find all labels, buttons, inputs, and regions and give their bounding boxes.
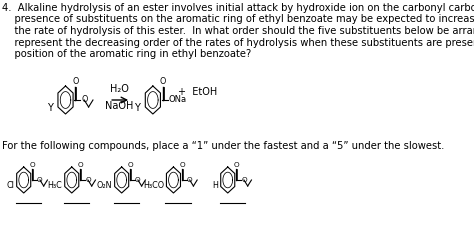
Text: O: O bbox=[78, 162, 83, 168]
Text: O: O bbox=[160, 77, 166, 86]
Text: O: O bbox=[241, 177, 247, 183]
Text: presence of substituents on the aromatic ring of ethyl benzoate may be expected : presence of substituents on the aromatic… bbox=[2, 14, 474, 25]
Text: Y: Y bbox=[47, 103, 53, 113]
Text: O: O bbox=[128, 162, 134, 168]
Text: Cl: Cl bbox=[7, 182, 14, 190]
Text: the rate of hydrolysis of this ester.  In what order should the five substituent: the rate of hydrolysis of this ester. In… bbox=[2, 26, 474, 36]
Text: O: O bbox=[234, 162, 239, 168]
Text: represent the decreasing order of the rates of hydrolysis when these substituent: represent the decreasing order of the ra… bbox=[2, 37, 474, 48]
Text: O₂N: O₂N bbox=[97, 182, 112, 190]
Text: O: O bbox=[187, 177, 192, 183]
Text: O: O bbox=[180, 162, 185, 168]
Text: H₃C: H₃C bbox=[48, 182, 63, 190]
Text: For the following compounds, place a “1” under the fastest and a “5” under the s: For the following compounds, place a “1”… bbox=[2, 141, 445, 151]
Text: 4.  Alkaline hydrolysis of an ester involves initial attack by hydroxide ion on : 4. Alkaline hydrolysis of an ester invol… bbox=[2, 3, 474, 13]
Text: O: O bbox=[85, 177, 91, 183]
Text: O: O bbox=[73, 77, 79, 86]
Text: H₃CO: H₃CO bbox=[143, 182, 164, 190]
Text: position of the aromatic ring in ethyl benzoate?: position of the aromatic ring in ethyl b… bbox=[2, 49, 252, 59]
Text: O: O bbox=[37, 177, 43, 183]
Text: O: O bbox=[81, 95, 88, 104]
Text: ONa: ONa bbox=[168, 95, 187, 104]
Text: NaOH: NaOH bbox=[105, 101, 133, 111]
Text: H: H bbox=[212, 182, 219, 190]
Text: H₂O: H₂O bbox=[110, 84, 128, 94]
Text: Y: Y bbox=[135, 103, 140, 113]
Text: O: O bbox=[135, 177, 141, 183]
Text: O: O bbox=[30, 162, 36, 168]
Text: +  EtOH: + EtOH bbox=[178, 87, 218, 97]
